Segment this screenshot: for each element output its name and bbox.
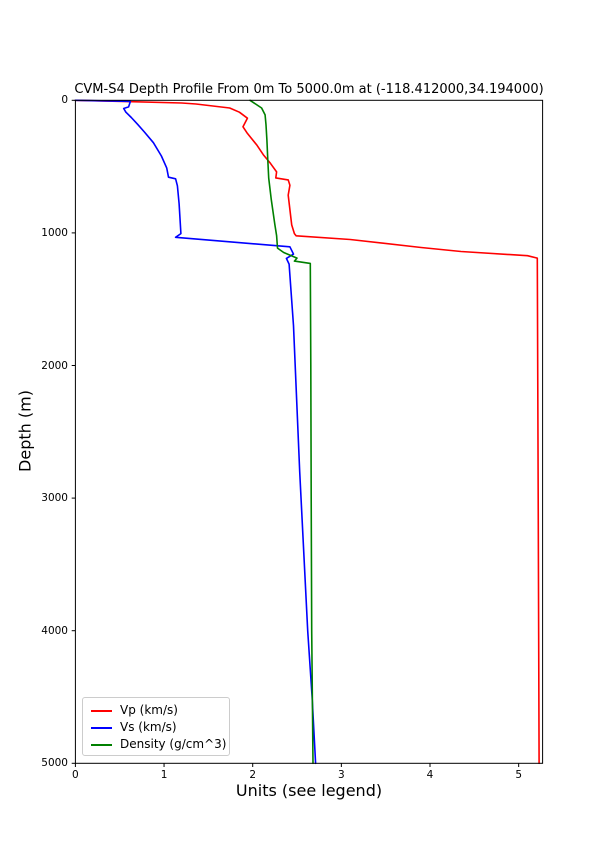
x-axis-label: Units (see legend) — [235, 781, 383, 800]
legend-entry-0: Vp (km/s) — [83, 702, 229, 719]
y-tick-label: 3000 — [41, 492, 68, 505]
series-line-0 — [74, 99, 540, 765]
x-tick-label: 5 — [515, 768, 522, 781]
legend: Vp (km/s) Vs (km/s) Density (g/cm^3) — [82, 697, 230, 756]
y-tick-label: 2000 — [41, 359, 68, 372]
legend-line-sample — [91, 726, 112, 729]
legend-label: Vp (km/s) — [120, 703, 178, 717]
y-tick-label: 5000 — [41, 757, 68, 770]
x-tick-label: 3 — [338, 768, 345, 781]
legend-line-sample — [91, 743, 112, 746]
legend-line-sample — [91, 709, 112, 712]
series-line-2 — [249, 99, 314, 765]
y-tick-label: 4000 — [41, 624, 68, 637]
x-tick-label: 0 — [72, 768, 79, 781]
axes-spines — [74, 99, 544, 764]
legend-entry-2: Density (g/cm^3) — [83, 736, 229, 753]
x-tick-label: 4 — [426, 768, 434, 781]
x-tick-label: 1 — [160, 768, 168, 781]
x-tick-label: 2 — [249, 768, 257, 781]
chart-title: CVM-S4 Depth Profile From 0m To 5000.0m … — [74, 82, 544, 97]
series-line-1 — [74, 99, 317, 765]
legend-label: Density (g/cm^3) — [120, 737, 227, 751]
legend-entry-1: Vs (km/s) — [83, 719, 229, 736]
y-tick-label: 0 — [61, 94, 68, 107]
y-tick-label: 1000 — [41, 226, 68, 239]
legend-label: Vs (km/s) — [120, 720, 177, 734]
